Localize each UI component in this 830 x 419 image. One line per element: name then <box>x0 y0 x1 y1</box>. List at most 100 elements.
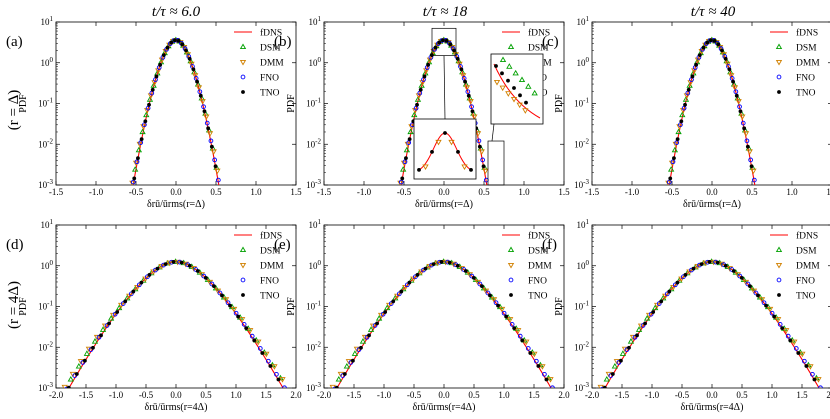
inset-arrow-peak <box>443 55 446 120</box>
legend-label-fDNS: fDNS <box>796 28 818 39</box>
marker-DSM <box>131 166 139 172</box>
legend-label-fDNS: fDNS <box>528 231 550 242</box>
y-tick-label: 10-1 <box>306 97 321 109</box>
marker-TNO <box>169 40 174 45</box>
inset-marker <box>422 164 429 171</box>
x-axis-label: δrū/ūrms(r=Δ) <box>683 199 741 210</box>
marker-DSM <box>407 128 414 135</box>
marker-TNO <box>423 266 428 271</box>
marker-DMM <box>791 339 798 346</box>
legend-label-TNO: TNO <box>528 292 548 302</box>
marker-DMM <box>746 149 753 155</box>
panel-tag: (f) <box>542 237 557 253</box>
tick-exponent: -3 <box>47 381 53 389</box>
marker-FNO <box>282 385 287 388</box>
tick-exponent: 0 <box>50 259 54 267</box>
marker-TNO <box>383 310 388 314</box>
y-tick-label: 10-1 <box>574 97 589 109</box>
tick-exponent: 1 <box>50 218 54 226</box>
x-tick-label: 1.5 <box>826 187 830 197</box>
marker-TNO <box>618 358 623 363</box>
marker-TNO <box>466 93 471 98</box>
legend-label-DSM: DSM <box>528 44 549 54</box>
marker-FNO <box>64 386 69 388</box>
plot-area <box>329 258 555 388</box>
marker-FNO <box>744 138 750 144</box>
marker-TNO <box>470 109 475 114</box>
marker-TNO <box>496 303 500 308</box>
marker-TNO <box>788 338 793 343</box>
inset-tail-marker <box>499 56 507 63</box>
marker-TNO <box>203 276 208 280</box>
marker-TNO <box>738 109 743 114</box>
inset-tail-marker <box>518 93 522 98</box>
marker-DMM <box>238 317 246 323</box>
legend-marker-DSM <box>507 43 515 50</box>
y-tick-label: 101 <box>577 15 590 27</box>
marker-TNO <box>668 176 673 181</box>
marker-DMM <box>210 149 217 155</box>
x-tick-label: 0.5 <box>200 390 212 400</box>
marker-TNO <box>691 266 696 271</box>
marker-TNO <box>187 56 192 61</box>
x-tick-label: 0.0 <box>438 390 450 400</box>
marker-TNO <box>260 351 265 355</box>
marker-FNO <box>600 386 605 388</box>
marker-FNO <box>406 140 412 146</box>
marker-TNO <box>749 164 754 169</box>
marker-FNO <box>112 311 118 317</box>
y-tick-label: 101 <box>41 218 54 230</box>
panel-tag: (e) <box>274 237 291 253</box>
marker-TNO <box>512 326 517 331</box>
marker-DMM <box>710 259 717 266</box>
marker-TNO <box>66 385 71 388</box>
marker-DMM <box>742 131 750 137</box>
marker-FNO <box>217 290 223 296</box>
marker-TNO <box>155 266 160 271</box>
x-tick-label: -1.0 <box>109 390 124 400</box>
panel-tag: (b) <box>274 34 292 50</box>
x-tick-label: 2.0 <box>558 390 570 400</box>
marker-DMM <box>734 272 741 278</box>
marker-TNO <box>415 273 420 277</box>
marker-FNO <box>209 281 215 287</box>
marker-DMM <box>230 306 238 313</box>
inset-source-box-tail <box>487 140 505 186</box>
inset-marker <box>430 150 434 154</box>
marker-DMM <box>450 261 457 268</box>
marker-DMM <box>458 266 465 272</box>
marker-TNO <box>154 74 159 79</box>
marker-TNO <box>158 62 163 67</box>
x-tick-label: -1.0 <box>625 187 640 197</box>
legend-marker-DSM <box>775 246 783 253</box>
marker-DSM <box>675 128 682 135</box>
marker-DMM <box>766 306 774 313</box>
legend-marker-FNO <box>776 277 782 283</box>
marker-FNO <box>212 157 217 163</box>
marker-FNO <box>138 140 144 146</box>
marker-FNO <box>388 301 394 306</box>
marker-DMM <box>206 131 214 137</box>
marker-TNO <box>139 280 144 285</box>
marker-TNO <box>448 42 453 47</box>
legend-label-fDNS: fDNS <box>528 28 550 39</box>
marker-TNO <box>651 310 656 314</box>
marker-TNO <box>659 299 664 304</box>
x-tick-label: -1.5 <box>49 187 64 197</box>
marker-DSM <box>146 96 154 102</box>
legend-marker-DMM <box>239 262 247 269</box>
x-tick-label: 1.0 <box>766 390 778 400</box>
axes-frame <box>591 21 830 186</box>
marker-DMM <box>361 334 369 341</box>
marker-TNO <box>132 176 137 181</box>
marker-DMM <box>807 364 814 370</box>
marker-FNO <box>233 310 239 316</box>
x-tick-label: -1.0 <box>645 390 660 400</box>
marker-FNO <box>130 179 136 185</box>
x-axis-label: δrū/ūrms(r=4Δ) <box>413 402 476 413</box>
marker-TNO <box>504 314 509 319</box>
x-tick-label: -1.5 <box>347 390 362 400</box>
marker-DSM <box>414 96 422 102</box>
marker-DMM <box>774 317 782 323</box>
